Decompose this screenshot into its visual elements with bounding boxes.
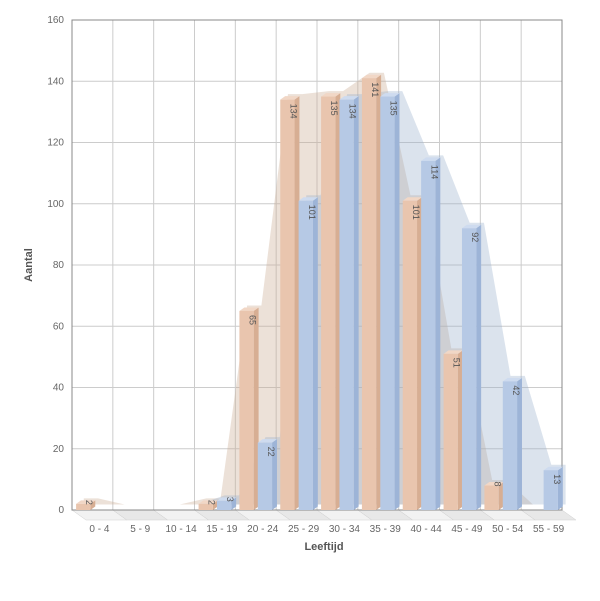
bar-front — [380, 97, 394, 510]
bar-front — [299, 201, 313, 510]
bar-series-b-5: 101 — [299, 197, 318, 510]
chart-floor — [72, 510, 576, 520]
bar-value-label: 101 — [307, 205, 317, 220]
bar-series-b-9: 92 — [462, 225, 481, 510]
bar-value-label: 8 — [493, 482, 503, 487]
bar-front — [239, 311, 253, 510]
y-tick-label: 80 — [53, 260, 65, 271]
bar-value-label: 51 — [452, 358, 462, 368]
y-tick-label: 120 — [47, 138, 64, 149]
bar-series-b-11: 13 — [544, 467, 563, 510]
bar-series-a-10: 8 — [484, 482, 503, 511]
x-tick-label: 25 - 29 — [288, 524, 320, 535]
bar-value-label: 135 — [329, 101, 339, 116]
bar-series-a-7: 141 — [362, 75, 381, 510]
bar-series-a-6: 135 — [321, 93, 340, 510]
bar-front — [462, 228, 476, 510]
bar-front — [339, 100, 353, 510]
y-tick-label: 140 — [47, 76, 64, 87]
bar-series-b-6: 134 — [339, 96, 358, 510]
age-bar-chart: 0204060801001201401602236522134101135134… — [0, 0, 600, 601]
x-tick-label: 30 - 34 — [329, 524, 361, 535]
chart-svg: 0204060801001201401602236522134101135134… — [0, 0, 600, 601]
bar-side — [313, 197, 318, 510]
y-tick-label: 160 — [47, 15, 64, 26]
bar-value-label: 134 — [348, 104, 358, 119]
bar-series-a-4: 65 — [239, 307, 258, 510]
bar-side — [517, 378, 522, 510]
bar-series-a-0: 2 — [76, 500, 95, 510]
x-tick-label: 5 - 9 — [130, 524, 150, 535]
x-tick-label: 40 - 44 — [411, 524, 443, 535]
bar-value-label: 101 — [411, 205, 421, 220]
y-axis-label: Aantal — [23, 248, 35, 282]
x-ticks: 0 - 4 5 - 9 10 - 14 15 - 19 20 - 24 25 - 29 30… — [89, 524, 564, 535]
bar-front — [217, 501, 231, 510]
bar-series-a-8: 101 — [403, 197, 422, 510]
bar-value-label: 42 — [511, 385, 521, 395]
bar-front — [484, 486, 498, 511]
bar-value-label: 22 — [266, 447, 276, 457]
bar-series-b-8: 114 — [421, 157, 440, 510]
y-tick-label: 20 — [53, 444, 65, 455]
bar-value-label: 114 — [429, 165, 439, 179]
bar-side — [558, 467, 563, 510]
x-axis-label: Leeftijd — [304, 541, 343, 553]
bar-front — [362, 78, 376, 510]
bar-value-label: 135 — [388, 101, 398, 116]
x-tick-label: 0 - 4 — [89, 524, 109, 535]
x-tick-label: 20 - 24 — [247, 524, 279, 535]
x-tick-label: 50 - 54 — [492, 524, 524, 535]
y-tick-label: 60 — [53, 321, 65, 332]
bar-value-label: 141 — [370, 82, 380, 97]
bar-front — [503, 381, 517, 510]
bar-side — [354, 96, 359, 510]
y-tick-label: 0 — [58, 505, 64, 516]
bar-series-a-9: 51 — [444, 350, 463, 510]
x-tick-label: 35 - 39 — [370, 524, 402, 535]
bar-side — [435, 157, 440, 510]
bar-front — [421, 161, 435, 510]
y-tick-label: 40 — [53, 383, 65, 394]
bar-side — [395, 93, 400, 510]
x-tick-label: 55 - 59 — [533, 524, 565, 535]
bar-series-a-5: 134 — [280, 96, 299, 510]
bar-value-label: 65 — [248, 315, 258, 325]
bar-series-b-3: 3 — [217, 497, 236, 510]
y-tick-label: 100 — [47, 199, 64, 210]
bar-value-label: 2 — [207, 500, 217, 505]
bar-side — [476, 225, 481, 510]
bar-series-b-4: 22 — [258, 439, 277, 510]
bar-front — [444, 354, 458, 510]
bar-series-b-10: 42 — [503, 378, 522, 510]
bar-value-label: 13 — [552, 474, 562, 484]
bar-value-label: 92 — [470, 232, 480, 242]
x-tick-label: 10 - 14 — [166, 524, 198, 535]
bar-value-label: 2 — [84, 500, 94, 505]
x-tick-label: 45 - 49 — [451, 524, 483, 535]
bar-value-label: 3 — [225, 497, 235, 502]
x-tick-label: 15 - 19 — [206, 524, 238, 535]
y-ticks: 0 20 40 60 80 100 120 140 160 — [47, 15, 64, 516]
bar-value-label: 134 — [288, 104, 298, 119]
bar-front — [280, 100, 294, 510]
bar-front — [403, 201, 417, 510]
bar-front — [321, 97, 335, 510]
bar-series-b-7: 135 — [380, 93, 399, 510]
